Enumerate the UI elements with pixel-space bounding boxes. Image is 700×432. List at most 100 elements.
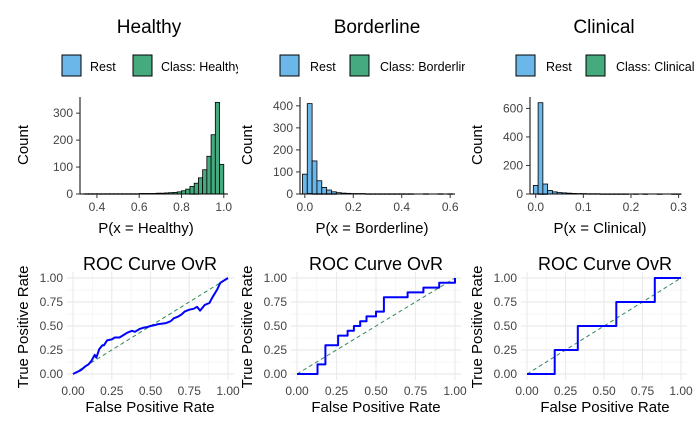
roc-y-tick-label: 0.50 (264, 319, 288, 333)
hist-x-axis-title: P(x = Healthy) (98, 220, 193, 237)
roc-x-tick-label: 0.00 (61, 384, 85, 398)
hist-y-tick-label: 200 (53, 133, 73, 147)
roc-y-tick-label: 0.25 (264, 343, 288, 357)
roc-y-tick-label: 1.00 (494, 271, 518, 285)
roc-y-tick-label: 1.00 (264, 271, 288, 285)
hist-bar (542, 183, 549, 195)
legend-borderline: Rest Class: Borderline (279, 54, 475, 77)
hist-x-tick-label: 0.4 (393, 200, 410, 214)
hist-x-axis-title: P(x = Clinical) (554, 220, 647, 237)
hist-y-tick-label: 200 (503, 158, 523, 172)
legend-label-rest: Rest (90, 60, 116, 74)
roc-x-tick-label: 0.25 (325, 384, 349, 398)
hist-x-tick-label: 0.0 (527, 200, 544, 214)
roc-x-tick-label: 0.75 (631, 384, 655, 398)
legend-label-class: Class: Borderline (380, 60, 475, 74)
roc-x-tick-label: 1.00 (443, 384, 467, 398)
hist-bar (532, 185, 539, 195)
roc-x-tick-label: 0.25 (100, 384, 124, 398)
hist-bar (206, 155, 212, 195)
hist-y-axis-title: Count (239, 124, 256, 165)
hist-series-1 (83, 101, 225, 195)
hist-series-0 (532, 102, 682, 195)
hist-bar (189, 186, 195, 195)
roc-y-tick-label: 0.50 (494, 319, 518, 333)
legend-healthy: Rest Class: Healthy (61, 54, 242, 77)
hist-bar (202, 169, 208, 195)
roc-title: ROC Curve OvR (83, 254, 217, 274)
roc-y-tick-label: 0.50 (40, 319, 64, 333)
roc-x-axis-title: False Positive Rate (540, 399, 669, 416)
legend-label-rest: Rest (310, 60, 336, 74)
legend-swatch-rest (515, 54, 536, 77)
hist-bar (219, 163, 225, 195)
roc-x-tick-label: 0.50 (139, 384, 163, 398)
hist-y-tick-label: 300 (273, 121, 293, 135)
roc-chart-1: 0.00 0.00 0.25 0.25 0.50 0.50 0.75 0.75 1.00 1.00… (239, 254, 467, 416)
histogram-0: 0.4 0.6 0.8 1.0 0 100 200 300 P(x = Healthy) Coun… (15, 97, 232, 237)
roc-x-tick-label: 0.25 (554, 384, 578, 398)
roc-y-tick-label: 0.00 (40, 367, 64, 381)
roc-title: ROC Curve OvR (309, 254, 443, 274)
legend-swatch-rest (279, 54, 300, 77)
hist-bar (316, 180, 323, 195)
histogram-1: 0.0 0.2 0.4 0.6 0 100 200 300 400 P(x = Borderlin… (239, 97, 459, 237)
roc-y-tick-label: 0.75 (494, 295, 518, 309)
hist-bar (197, 177, 204, 195)
roc-title: ROC Curve OvR (538, 254, 672, 274)
legend-label-class: Class: Healthy (161, 60, 242, 74)
roc-y-tick-label: 1.00 (40, 271, 64, 285)
hist-bar (537, 102, 544, 195)
roc-x-tick-label: 0.75 (404, 384, 428, 398)
hist-x-tick-label: 0.3 (670, 200, 687, 214)
hist-x-tick-label: 0.6 (131, 200, 148, 214)
hist-bar (302, 173, 308, 195)
hist-y-tick-label: 300 (53, 106, 73, 120)
hist-x-tick-label: 0.2 (623, 200, 640, 214)
roc-chart-2: 0.00 0.00 0.25 0.25 0.50 0.50 0.75 0.75 1.00 1.00… (469, 254, 693, 416)
roc-x-axis-title: False Positive Rate (85, 399, 214, 416)
legend-swatch-rest (61, 54, 82, 77)
hist-y-tick-label: 400 (273, 99, 293, 113)
hist-bar (306, 103, 313, 195)
roc-y-tick-label: 0.75 (40, 295, 64, 309)
roc-x-tick-label: 1.00 (669, 384, 693, 398)
roc-curve (72, 277, 229, 375)
roc-x-tick-label: 0.50 (592, 384, 616, 398)
roc-x-tick-label: 0.00 (285, 384, 309, 398)
hist-x-tick-label: 0.4 (89, 200, 106, 214)
roc-x-axis-title: False Positive Rate (311, 399, 440, 416)
hist-series-0 (302, 103, 453, 195)
histogram-2: 0.0 0.1 0.2 0.3 0 200 400 600 P(x = Clinical) Cou… (469, 97, 687, 237)
roc-y-axis-title: True Positive Rate (469, 266, 486, 389)
charts: 0.4 0.6 0.8 1.00 100 200 300 P(x = Healthy) Coun… (15, 97, 693, 416)
hist-bar (210, 134, 216, 195)
roc-x-tick-label: 0.00 (515, 384, 539, 398)
legend-clinical: Rest Class: Clinical (515, 54, 695, 77)
hist-y-tick-label: 0 (286, 187, 293, 201)
roc-y-tick-label: 0.75 (264, 295, 288, 309)
legend-label-rest: Rest (546, 60, 572, 74)
hist-bar (214, 101, 220, 195)
hist-y-tick-label: 100 (273, 165, 293, 179)
panel-title-healthy: Healthy (117, 17, 182, 38)
roc-y-axis-title: True Positive Rate (239, 266, 256, 389)
hist-y-tick-label: 0 (66, 187, 73, 201)
hist-bar (311, 160, 318, 195)
panel-title-clinical: Clinical (573, 17, 634, 38)
legend-swatch-class (585, 54, 606, 77)
roc-diagonal-line (526, 277, 682, 375)
roc-x-tick-label: 0.50 (364, 384, 388, 398)
hist-bar (193, 182, 199, 195)
hist-y-tick-label: 400 (503, 130, 523, 144)
hist-bar (185, 188, 191, 195)
roc-y-tick-label: 0.25 (494, 343, 518, 357)
hist-x-tick-label: 0.1 (575, 200, 592, 214)
roc-y-tick-label: 0.00 (264, 367, 288, 381)
legend-swatch-class (132, 54, 153, 77)
roc-y-axis-title: True Positive Rate (15, 266, 32, 389)
hist-y-tick-label: 100 (53, 160, 73, 174)
hist-x-tick-label: 0.8 (173, 200, 190, 214)
hist-y-tick-label: 200 (273, 143, 293, 157)
